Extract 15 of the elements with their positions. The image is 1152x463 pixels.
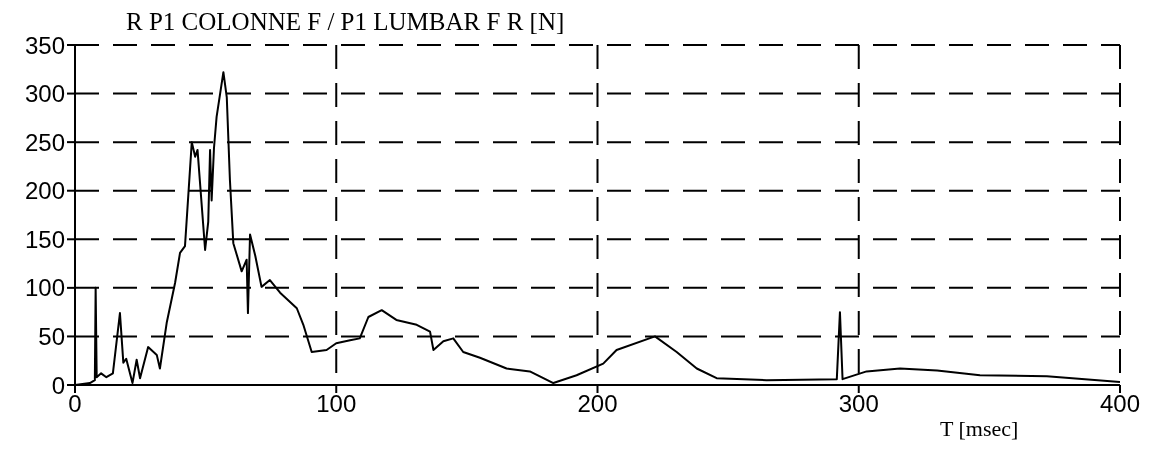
x-tick-label: 300	[838, 390, 879, 418]
x-tick-label: 400	[1099, 390, 1141, 418]
chart-title: R P1 COLONNE F / P1 LUMBAR F R [N]	[126, 8, 565, 36]
y-tick-label: 0	[51, 371, 65, 399]
y-tick-label: 100	[24, 274, 65, 302]
y-tick-label: 250	[24, 128, 65, 156]
y-tick-label: 350	[24, 31, 65, 59]
y-tick-label: 150	[24, 225, 65, 253]
x-tick-label: 100	[316, 390, 357, 418]
x-tick-label: 200	[577, 390, 618, 418]
y-tick-label: 50	[38, 322, 65, 350]
x-tick-label: 0	[68, 390, 82, 418]
y-tick-label: 300	[24, 80, 65, 108]
y-tick-label: 200	[24, 177, 65, 205]
x-axis-title: T [msec]	[940, 416, 1019, 442]
